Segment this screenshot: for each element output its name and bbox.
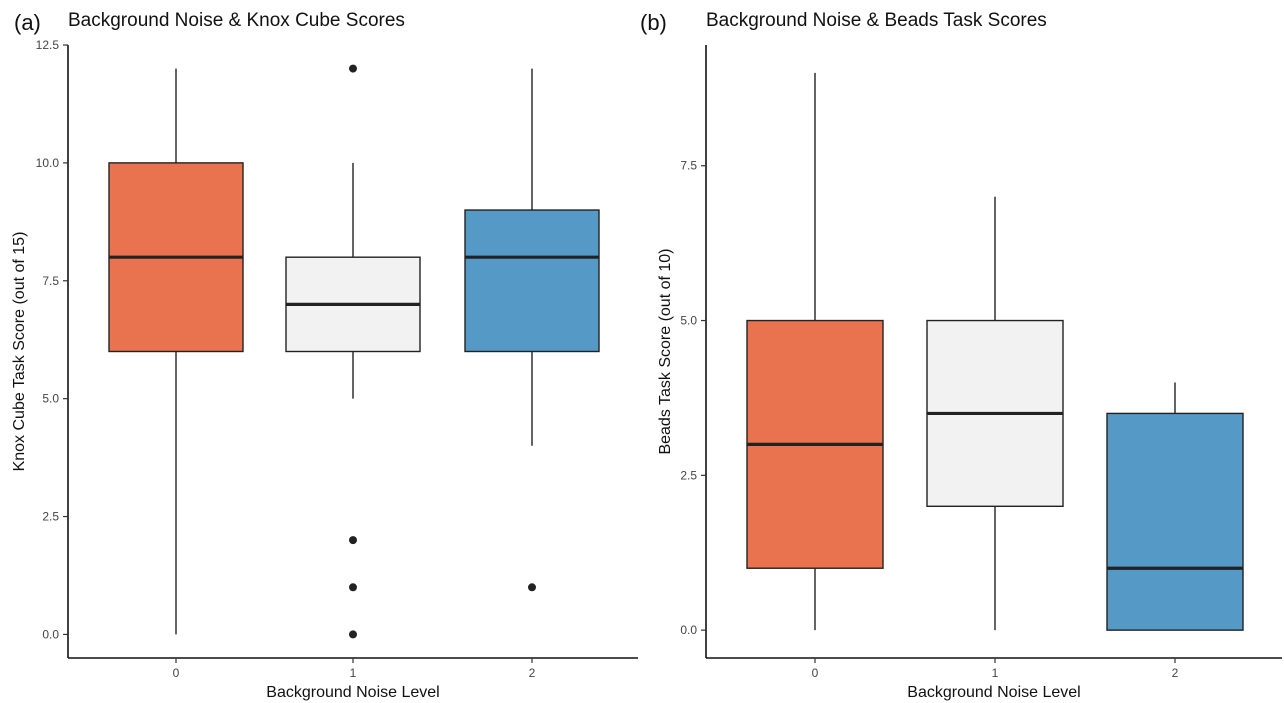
box-group-level-2 [464,68,600,592]
y-tick-label: 0.0 [42,627,59,641]
x-tick-label: 0 [812,666,819,680]
x-tick-label: 2 [1172,666,1179,680]
outlier-point [528,583,536,592]
x-axis-title: Background Noise Level [266,684,439,701]
box-iqr [464,209,600,353]
outlier-point [349,583,357,592]
box-group-level-1 [926,196,1064,631]
x-tick-label: 1 [350,666,357,680]
x-tick-label: 2 [529,666,536,680]
y-tick-label: 2.5 [42,510,59,524]
box-iqr [1106,412,1244,631]
y-tick-label: 10.0 [36,156,60,170]
panel-label: (a) [14,10,41,35]
box-group-level-2 [1106,382,1244,631]
box-group-level-0 [108,68,244,635]
x-tick-label: 0 [173,666,180,680]
y-tick-label: 2.5 [680,468,697,482]
chart-panel-a: (a) Background Noise & Knox Cube Scores Kn… [11,10,638,701]
outlier-point [349,536,357,545]
y-axis-title: Knox Cube Task Score (out of 15) [11,232,28,472]
y-tick-label: 5.0 [680,314,697,328]
chart-title: Background Noise & Knox Cube Scores [68,10,405,31]
y-axis-title: Beads Task Score (out of 10) [657,248,674,454]
box-group-level-0 [746,72,884,631]
y-tick-label: 7.5 [42,274,59,288]
panel-label: (b) [640,10,667,35]
x-axis-title: Background Noise Level [907,684,1080,701]
y-tick-label: 12.5 [36,38,60,52]
y-tick-label: 7.5 [680,159,697,173]
y-tick-label: 5.0 [42,392,59,406]
chart-panel-b: (b) Background Noise & Beads Task Scores B… [640,10,1282,701]
box-group-level-1 [285,64,421,639]
outlier-point [349,630,357,639]
x-tick-label: 1 [992,666,999,680]
y-tick-label: 0.0 [680,623,697,637]
chart-title: Background Noise & Beads Task Scores [706,10,1047,31]
outlier-point [349,64,357,73]
